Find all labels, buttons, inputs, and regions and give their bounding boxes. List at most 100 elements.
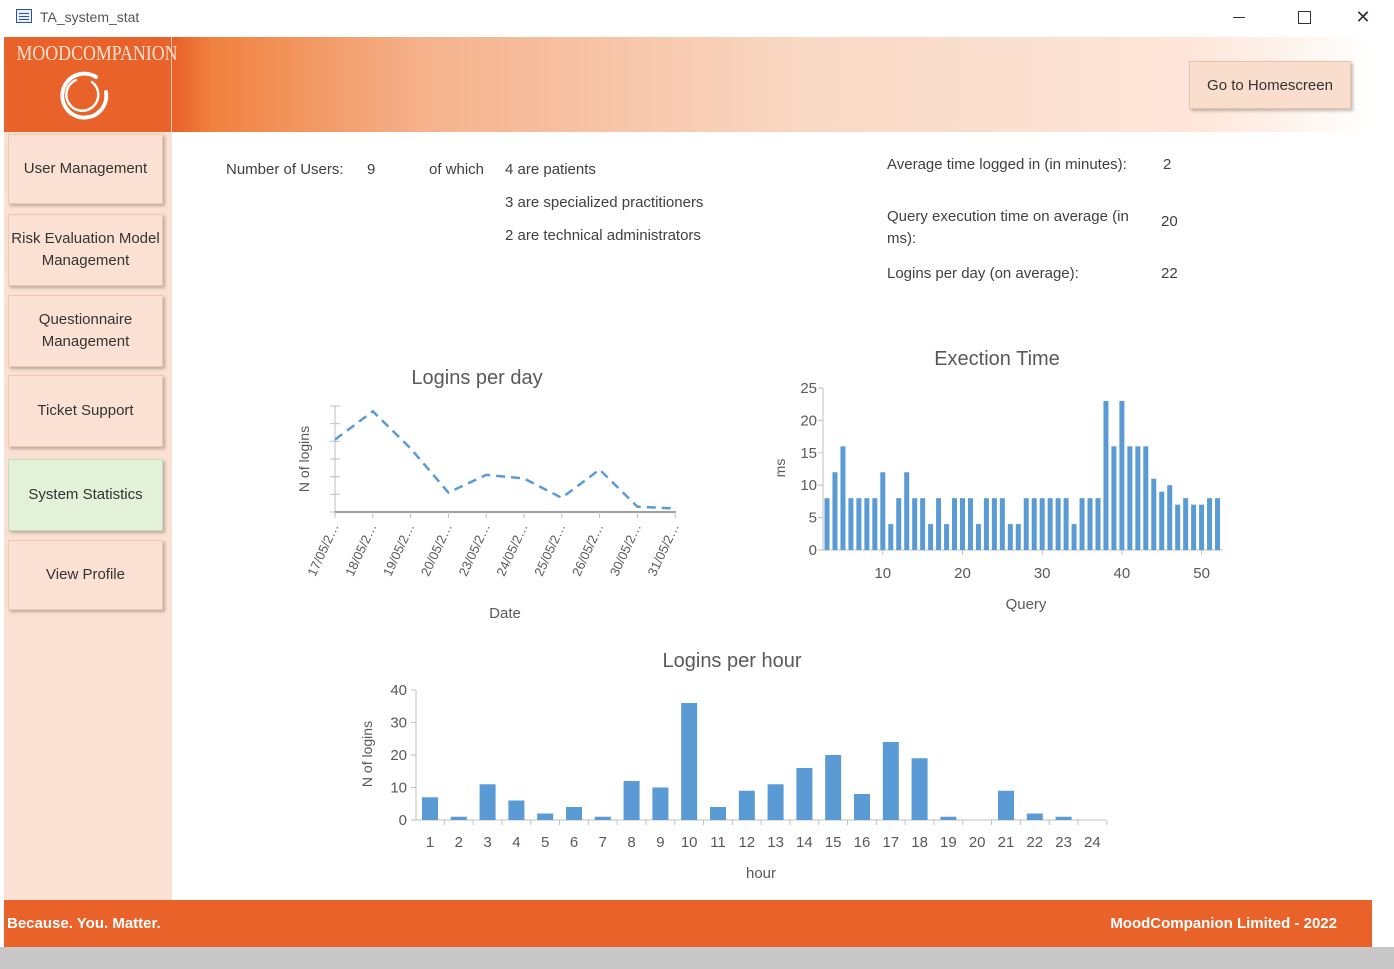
x-tick-label: 20 [969,834,986,851]
bar [623,781,640,820]
bar [944,524,950,550]
bar [825,755,842,820]
go-to-homescreen-button[interactable]: Go to Homescreen [1189,61,1351,109]
bar [1095,498,1101,550]
bar [1047,498,1053,550]
query-time-value: 20 [1161,213,1178,230]
y-tick-label: 15 [800,445,817,462]
sidebar-item-risk-evaluation[interactable]: Risk Evaluation Model Management [8,214,163,286]
footer-tagline: Because. You. Matter. [7,915,161,932]
close-button[interactable]: ✕ [1340,4,1386,30]
bar [566,807,582,820]
footer: Because. You. Matter. MoodCompanion Limi… [4,900,1372,947]
bar [1071,524,1077,550]
x-tick-label: 40 [1114,565,1131,582]
sidebar-item-questionnaire[interactable]: Questionnaire Management [8,295,163,367]
bar [1207,498,1213,550]
sidebar-item-ticket-support[interactable]: Ticket Support [8,375,163,447]
bar [1143,446,1149,550]
y-axis-label: N of logins [296,426,312,492]
bar [594,816,611,820]
y-axis-label: N of logins [359,721,375,787]
y-tick-label: 20 [800,412,817,429]
bar [936,498,942,550]
bar [1135,446,1141,550]
x-tick-label: 5 [541,834,549,851]
x-tick-label: 2 [455,834,463,851]
x-tick-label: 4 [512,834,520,851]
bar [1007,524,1013,550]
bar [856,498,862,550]
x-tick-label: 18/05/2… [342,521,379,578]
x-axis-label: hour [746,865,776,882]
bar [1079,498,1085,550]
logo-ring-icon [60,71,109,120]
x-tick-label: 16 [854,834,871,851]
chart-title: Exection Time [934,348,1060,370]
x-tick-label: 30 [1034,565,1051,582]
bar [912,498,918,550]
execution-time-chart: Exection Time ms Query 0 5 10 15 20 25 10 20 30 4… [772,348,1223,613]
x-tick-label: 19 [940,834,957,851]
bar [904,472,910,550]
x-tick-label: 30/05/2… [607,521,644,578]
chart-title: Logins per day [411,367,542,389]
logins-day-label: Logins per day (on average): [887,265,1079,282]
bar [681,703,698,820]
bar [854,794,870,820]
y-axis-label: ms [772,459,788,478]
x-tick-label: 21 [998,834,1015,851]
x-tick-label: 25/05/2… [531,521,568,578]
bar [882,742,899,820]
sidebar-item-system-statistics[interactable]: System Statistics [8,459,163,531]
bar [738,790,755,820]
x-tick-label: 17 [882,834,899,851]
bar [1111,446,1117,550]
x-tick-label: 20/05/2… [418,521,455,578]
bar [872,498,878,550]
users-value: 9 [367,161,376,178]
x-tick-label: 10 [681,834,698,851]
sidebar-item-view-profile[interactable]: View Profile [8,540,163,610]
x-tick-label: 31/05/2… [644,521,681,578]
x-tick-label: 20 [954,565,971,582]
bar [999,498,1005,550]
bar [952,498,958,550]
bar [911,758,928,820]
maximize-button[interactable] [1281,4,1327,30]
y-tick-label: 0 [399,812,407,829]
x-tick-label: 23 [1055,834,1072,851]
y-tick-label: 25 [800,380,817,397]
bar [888,524,894,550]
bar [1159,491,1165,550]
x-tick-label: 17/05/2… [304,521,341,578]
header-banner [4,37,1372,132]
x-tick-label: 6 [570,834,578,851]
y-tick-label: 10 [390,780,407,797]
bar [710,807,726,820]
bar [940,816,957,820]
x-tick-label: 24 [1084,834,1101,851]
x-tick-label: 3 [483,834,491,851]
x-tick-label: 11 [710,834,726,851]
maximize-icon [1297,10,1311,24]
minimize-icon [1233,16,1245,18]
bar [1183,498,1189,550]
bar [864,498,870,550]
close-icon: ✕ [1355,6,1371,27]
bar [975,524,981,550]
x-tick-label: 26/05/2… [569,521,606,578]
bar [1127,446,1133,550]
bar [991,498,997,550]
x-tick-label: 22 [1026,834,1043,851]
bar [1191,504,1197,550]
y-tick-label: 20 [390,747,407,764]
bar [1031,498,1037,550]
bar [1026,813,1043,820]
bar [537,813,554,820]
minimize-button[interactable] [1216,4,1262,30]
y-tick-label: 10 [800,477,817,494]
sidebar-item-user-management[interactable]: User Management [8,134,163,204]
bar [1087,498,1093,550]
bar [840,446,846,550]
